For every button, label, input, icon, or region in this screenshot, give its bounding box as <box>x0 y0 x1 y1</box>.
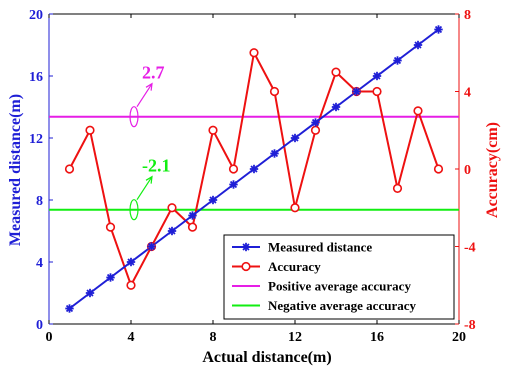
measured-distance-point <box>65 304 74 313</box>
accuracy-point <box>208 125 218 135</box>
legend-box <box>223 234 455 320</box>
measured-distance-point <box>147 242 156 251</box>
accuracy-point <box>126 280 136 290</box>
x-tick-label: 4 <box>128 330 135 345</box>
measured-distance-point <box>167 226 177 236</box>
measured-distance-point <box>413 40 423 50</box>
y-axis-left-title: Measured distance(m) <box>7 94 24 246</box>
annotation-arrow <box>136 83 153 108</box>
y-left-tick-label: 0 <box>36 318 43 333</box>
accuracy-point <box>187 222 198 232</box>
measured-distance-point <box>270 149 279 158</box>
accuracy-point <box>105 222 116 232</box>
x-tick-label: 8 <box>210 330 217 345</box>
measured-distance-point <box>188 211 197 220</box>
measured-distance-point <box>331 102 341 112</box>
x-tick-label: 0 <box>46 330 53 345</box>
legend-marker <box>241 242 251 252</box>
axes-box <box>48 13 460 325</box>
x-axis-title: Actual distance(m) <box>202 349 331 366</box>
legend: Measured distance Accuracy Positive averag… <box>223 234 455 320</box>
series-layer <box>49 25 459 313</box>
accuracy-point <box>269 86 280 97</box>
accuracy-point <box>310 125 321 135</box>
accuracy-point <box>290 203 300 213</box>
y-right-tick-label: -4 <box>464 241 476 256</box>
legend-label: Accuracy <box>268 259 321 274</box>
annotation-arrow-head <box>145 175 153 184</box>
y-right-tick-label: -8 <box>464 318 476 333</box>
y-left-tick-label: 4 <box>36 256 43 271</box>
annotation-arrow <box>136 176 153 201</box>
measured-distance-point <box>249 164 259 174</box>
x-tick-label: 20 <box>452 330 466 345</box>
accuracy-point <box>85 125 95 135</box>
measured-distance-point <box>434 25 443 34</box>
y-left-tick-label: 16 <box>29 70 43 85</box>
y-left-tick-label: 8 <box>36 194 43 209</box>
accuracy-point <box>372 86 382 97</box>
legend-marker <box>241 261 251 272</box>
y-axis-right-title: Accuracy(cm) <box>484 122 501 218</box>
measured-distance-point <box>372 71 382 81</box>
positive-average-label: 2.7 <box>142 63 165 83</box>
measured-distance-point <box>126 257 136 267</box>
measured-distance-point <box>229 180 238 189</box>
measured-distance-point <box>106 273 115 282</box>
accuracy-point <box>413 106 423 116</box>
accuracy-point <box>228 164 239 174</box>
x-tick-label: 12 <box>288 330 302 345</box>
accuracy-point <box>64 164 75 174</box>
measured-distance-point <box>85 288 95 298</box>
measured-distance-point <box>311 118 320 127</box>
measured-distance-point <box>290 133 300 143</box>
annotations: 2.7 -2.1 <box>129 63 171 221</box>
measured-distance-point <box>352 87 361 96</box>
annotation-arrow-head <box>145 82 153 91</box>
x-tick-label: 16 <box>370 330 384 345</box>
legend-label: Measured distance <box>268 240 372 255</box>
accuracy-point <box>331 67 341 77</box>
y-right-tick-label: 0 <box>464 163 471 178</box>
y-right-tick-label: 8 <box>464 8 471 23</box>
accuracy-point <box>167 203 177 213</box>
negative-average-label: -2.1 <box>142 156 171 176</box>
measured-distance-point <box>208 195 218 205</box>
accuracy-point <box>249 48 259 58</box>
y-left-tick-label: 20 <box>29 8 43 23</box>
measured-distance-point <box>393 56 402 65</box>
y-left-tick-label: 12 <box>29 132 43 147</box>
legend-label: Positive average accuracy <box>268 279 411 294</box>
accuracy-point <box>433 164 444 174</box>
y-right-tick-label: 4 <box>464 86 471 101</box>
legend-label: Negative average accuracy <box>268 298 416 313</box>
accuracy-point <box>392 183 403 193</box>
